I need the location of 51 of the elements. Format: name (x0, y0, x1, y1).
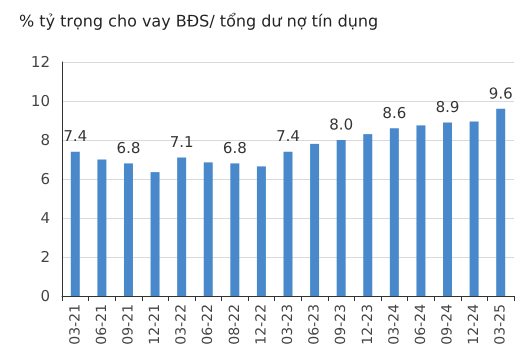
x-tick-label: 12-22 (253, 304, 270, 345)
data-label: 7.1 (170, 133, 194, 152)
bar (336, 140, 346, 296)
data-label: 8.6 (382, 104, 406, 122)
x-tick-label: 08-22 (226, 304, 243, 345)
data-label: 6.8 (116, 138, 140, 157)
y-tick-label: 10 (30, 92, 50, 110)
x-tick-label: 09-24 (440, 304, 456, 345)
data-label: 8.0 (329, 116, 354, 134)
data-label: 7.4 (63, 127, 88, 146)
bar (443, 122, 452, 296)
x-tick-label: 12-24 (466, 304, 482, 345)
y-tick-label: 0 (40, 287, 50, 305)
bar (70, 152, 80, 296)
x-tick-label: 03-23 (280, 304, 296, 345)
data-label: 7.4 (276, 127, 300, 146)
chart-title: % tỷ trọng cho vay BĐS/ tổng dư nợ tín dụng (19, 12, 378, 30)
y-tick-label: 2 (40, 248, 50, 266)
y-tick-label: 6 (40, 170, 50, 188)
y-tick-label: 12 (30, 53, 50, 71)
x-tick-label: 12-23 (360, 304, 376, 345)
x-tick-label: 06-21 (94, 304, 110, 345)
y-tick-label: 4 (40, 209, 50, 227)
bar (204, 162, 213, 296)
x-tick-label: 06-24 (412, 304, 429, 345)
bar (97, 160, 106, 296)
bar (124, 163, 133, 296)
data-label: 8.9 (436, 98, 460, 116)
x-tick-label: 06-22 (200, 304, 216, 345)
bar (470, 121, 479, 296)
bar (256, 166, 266, 296)
x-tick-label: 09-21 (120, 304, 136, 345)
x-tick-label: 03-24 (386, 304, 402, 345)
x-tick-label: 03-22 (174, 304, 190, 345)
data-label: 6.8 (222, 138, 247, 157)
bar (416, 125, 426, 296)
bar (310, 144, 320, 296)
y-tick-label: 8 (40, 131, 50, 149)
x-tick-label: 09-23 (333, 304, 350, 345)
bar (363, 134, 372, 296)
x-tick-label: 03-21 (67, 304, 84, 345)
data-label: 9.6 (488, 84, 513, 102)
bar (150, 172, 160, 296)
x-tick-label: 12-21 (147, 304, 164, 345)
bar (390, 128, 399, 296)
bar (284, 152, 292, 296)
x-tick-label: 06-23 (306, 304, 323, 345)
bar (496, 108, 506, 296)
bar (230, 163, 240, 296)
x-tick-label: 03-25 (492, 304, 509, 345)
bar (177, 158, 186, 296)
